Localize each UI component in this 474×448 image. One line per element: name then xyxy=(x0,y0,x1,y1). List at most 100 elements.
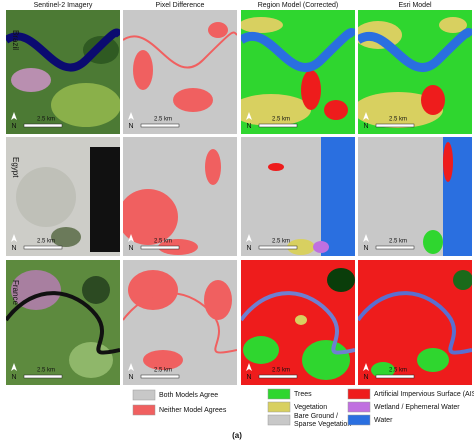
panel-content xyxy=(358,10,472,134)
land-cover xyxy=(208,22,228,38)
land-cover xyxy=(268,163,284,171)
image-panel: 2.5 km N xyxy=(241,260,355,385)
panel-content xyxy=(6,137,120,256)
land-cover xyxy=(11,270,61,310)
north-arrow xyxy=(128,363,134,371)
north-arrow xyxy=(363,112,369,120)
legend-swatch xyxy=(267,401,291,413)
scale-label: 2.5 km xyxy=(154,117,172,123)
land-cover xyxy=(313,241,329,253)
panel-content xyxy=(6,260,120,385)
land-cover xyxy=(417,348,449,372)
image-panel: 2.5 km N xyxy=(123,260,237,385)
panel-content xyxy=(241,260,355,385)
scale-bar xyxy=(23,374,63,379)
legend-swatch xyxy=(267,388,291,400)
land-cover xyxy=(90,147,120,252)
north-arrow xyxy=(128,112,134,120)
legend-label: Trees xyxy=(294,391,312,398)
land-cover xyxy=(439,17,467,33)
river xyxy=(241,28,355,72)
land-cover xyxy=(82,276,110,304)
panel-content xyxy=(358,137,472,256)
river xyxy=(6,291,120,355)
land-cover xyxy=(423,230,443,254)
image-panel: 2.5 km N xyxy=(123,10,237,134)
river xyxy=(123,31,237,69)
image-panel: 2.5 km N xyxy=(358,137,472,256)
north-label: N xyxy=(11,123,16,130)
row-label: Brazil xyxy=(11,30,20,50)
north-arrow xyxy=(363,363,369,371)
legend-swatch xyxy=(347,388,371,400)
river xyxy=(358,291,472,355)
river xyxy=(358,28,472,72)
scale-bar xyxy=(140,245,180,250)
north-label: N xyxy=(246,123,251,130)
column-header: Sentinel-2 Imagery xyxy=(34,2,93,9)
land-cover xyxy=(421,85,445,115)
land-cover xyxy=(51,83,120,127)
north-arrow xyxy=(11,363,17,371)
column-header: Pixel Difference xyxy=(156,2,205,9)
north-arrow xyxy=(128,234,134,242)
scale-label: 2.5 km xyxy=(154,239,172,245)
scale-label: 2.5 km xyxy=(37,117,55,123)
image-panel: 2.5 km N xyxy=(123,137,237,256)
land-cover xyxy=(143,350,183,370)
land-cover xyxy=(133,50,153,90)
legend-label: Both Models Agree xyxy=(159,392,218,399)
scale-label: 2.5 km xyxy=(272,117,290,123)
land-cover xyxy=(173,88,213,112)
scale-label: 2.5 km xyxy=(37,368,55,374)
north-arrow xyxy=(246,112,252,120)
north-label: N xyxy=(363,123,368,130)
land-cover xyxy=(371,362,395,378)
legend-label: Bare Ground / Sparse Vegetation xyxy=(294,413,351,428)
north-arrow xyxy=(11,112,17,120)
panel-content xyxy=(241,10,355,134)
land-cover xyxy=(243,336,279,364)
north-arrow xyxy=(246,363,252,371)
scale-bar xyxy=(140,123,180,128)
scale-label: 2.5 km xyxy=(389,239,407,245)
north-label: N xyxy=(246,374,251,381)
land-cover xyxy=(123,189,178,245)
river xyxy=(123,292,237,354)
north-label: N xyxy=(11,374,16,381)
scale-bar xyxy=(23,123,63,128)
scale-bar xyxy=(375,374,415,379)
land-cover xyxy=(128,270,178,310)
legend-swatch xyxy=(347,401,371,413)
column-header: Esri Model xyxy=(398,2,432,9)
image-panel: 2.5 km N Egypt xyxy=(6,137,120,256)
land-cover xyxy=(241,94,311,126)
legend-label: Water xyxy=(374,417,393,424)
legend-swatch xyxy=(132,404,156,416)
land-cover xyxy=(301,70,321,110)
image-panel: 2.5 km N xyxy=(358,260,472,385)
image-panel: 2.5 km N France xyxy=(6,260,120,385)
legend-label: Vegetation xyxy=(294,404,327,411)
north-label: N xyxy=(128,123,133,130)
north-arrow xyxy=(246,234,252,242)
land-cover xyxy=(287,239,315,255)
scale-bar xyxy=(375,123,415,128)
land-cover xyxy=(11,68,51,92)
panel-content xyxy=(241,137,355,256)
north-label: N xyxy=(363,374,368,381)
panel-content xyxy=(358,260,472,385)
row-label: Egypt xyxy=(11,157,20,178)
panel-content xyxy=(123,10,237,134)
river xyxy=(6,28,120,72)
land-cover xyxy=(302,340,350,380)
image-panel: 2.5 km N xyxy=(358,10,472,134)
row-label: France xyxy=(11,280,20,305)
scale-label: 2.5 km xyxy=(389,117,407,123)
image-panel: 2.5 km N Brazil xyxy=(6,10,120,134)
panel-content xyxy=(123,137,237,256)
north-label: N xyxy=(246,245,251,252)
land-cover xyxy=(453,270,472,290)
legend-swatch xyxy=(132,389,156,401)
